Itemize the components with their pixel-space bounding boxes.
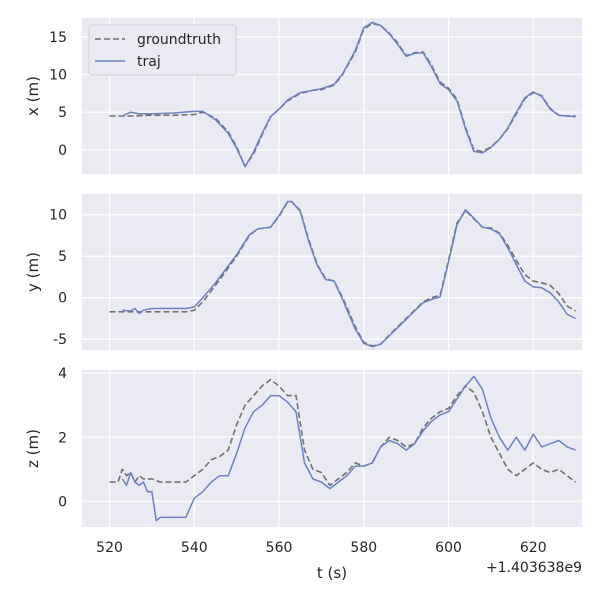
y-tick-label: 15 xyxy=(49,30,67,46)
x-tick-label: 560 xyxy=(266,540,293,556)
y-tick-label: 4 xyxy=(58,366,67,382)
y-tick-label: 5 xyxy=(58,249,67,265)
x-tick-label: 600 xyxy=(435,540,462,556)
y-tick-label: 0 xyxy=(58,291,67,307)
x-tick-label: 580 xyxy=(350,540,377,556)
y-axis-label: x (m) xyxy=(24,76,42,116)
legend: groundtruth traj xyxy=(88,24,237,76)
x-tick-label: 540 xyxy=(181,540,208,556)
legend-box xyxy=(88,24,237,76)
plot-background xyxy=(82,194,582,350)
x-axis-offset-label: +1.403638e9 xyxy=(486,560,582,576)
y-axis-label: y (m) xyxy=(24,252,42,292)
y-tick-label: 10 xyxy=(49,208,67,224)
y-tick-label: 0 xyxy=(58,143,67,159)
x-axis-label: t (s) xyxy=(317,564,347,582)
legend-label-groundtruth: groundtruth xyxy=(137,32,221,48)
y-tick-label: 2 xyxy=(58,430,67,446)
series-line-traj xyxy=(121,375,576,522)
series-line-traj xyxy=(122,200,576,348)
subplot-3: 0 2 4 z (m) 520 540 560 580 600 620 xyxy=(24,366,582,556)
y-tick-label: 10 xyxy=(49,68,67,84)
y-tick-label: -5 xyxy=(53,332,67,348)
x-tick-label: 620 xyxy=(520,540,547,556)
series-line-traj xyxy=(121,21,576,168)
legend-label-traj: traj xyxy=(137,54,161,70)
subplot-2: -5 0 5 10 y (m) xyxy=(24,194,582,350)
series-line-groundtruth xyxy=(109,200,577,347)
series-line-groundtruth xyxy=(109,378,577,487)
subplot-1: 0 5 10 15 x (m) xyxy=(24,18,582,174)
x-tick-label: 520 xyxy=(96,540,123,556)
y-tick-label: 5 xyxy=(58,105,67,121)
y-tick-label: 0 xyxy=(58,494,67,510)
y-axis-label: z (m) xyxy=(24,429,42,468)
